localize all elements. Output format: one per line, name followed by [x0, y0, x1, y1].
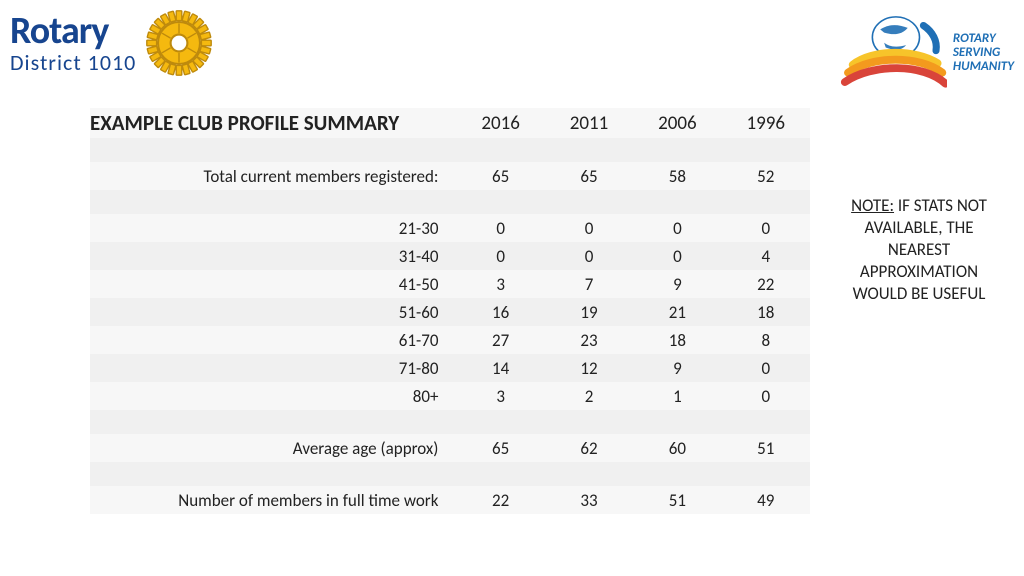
cell: 33 [545, 486, 633, 514]
table-row: Total current members registered: 65 65 … [90, 162, 810, 190]
serving-line3: HUMANITY [953, 60, 1014, 74]
table-row: Number of members in full time work 22 3… [90, 486, 810, 514]
table-row: 21-30 0 0 0 0 [90, 214, 810, 242]
table-row: 80+ 3 2 1 0 [90, 382, 810, 410]
rotary-wheel-icon [144, 8, 214, 78]
cell: 0 [633, 242, 721, 270]
row-label: 21-30 [90, 214, 456, 242]
table-row: 51-60 16 19 21 18 [90, 298, 810, 326]
serving-text: ROTARY SERVING HUMANITY [953, 32, 1014, 75]
row-label: Total current members registered: [90, 162, 456, 190]
row-label: 51-60 [90, 298, 456, 326]
cell: 1 [633, 382, 721, 410]
profile-table: EXAMPLE CLUB PROFILE SUMMARY 2016 2011 2… [90, 108, 810, 514]
logo-right: ROTARY SERVING HUMANITY [837, 8, 1014, 98]
row-label: 41-50 [90, 270, 456, 298]
cell: 19 [545, 298, 633, 326]
spacer [90, 410, 810, 434]
cell: 0 [722, 214, 810, 242]
cell: 7 [545, 270, 633, 298]
cell: 51 [633, 486, 721, 514]
cell: 0 [722, 382, 810, 410]
table-row: 71-80 14 12 9 0 [90, 354, 810, 382]
serving-line2: SERVING [953, 46, 1014, 60]
table-title: EXAMPLE CLUB PROFILE SUMMARY [90, 108, 456, 138]
table-row: 41-50 3 7 9 22 [90, 270, 810, 298]
cell: 23 [545, 326, 633, 354]
cell: 58 [633, 162, 721, 190]
cell: 9 [633, 354, 721, 382]
cell: 0 [633, 214, 721, 242]
cell: 16 [456, 298, 544, 326]
table-row: Average age (approx) 65 62 60 51 [90, 434, 810, 462]
table-row: 61-70 27 23 18 8 [90, 326, 810, 354]
cell: 65 [545, 162, 633, 190]
cell: 12 [545, 354, 633, 382]
cell: 0 [545, 214, 633, 242]
cell: 14 [456, 354, 544, 382]
cell: 18 [722, 298, 810, 326]
cell: 0 [545, 242, 633, 270]
cell: 0 [456, 214, 544, 242]
cell: 2 [545, 382, 633, 410]
cell: 65 [456, 434, 544, 462]
table-row: 31-40 0 0 0 4 [90, 242, 810, 270]
brand-text: Rotary District 1010 [10, 12, 136, 74]
row-label: Number of members in full time work [90, 486, 456, 514]
year-col-3: 1996 [722, 108, 810, 138]
cell: 4 [722, 242, 810, 270]
cell: 21 [633, 298, 721, 326]
row-label: Average age (approx) [90, 434, 456, 462]
cell: 51 [722, 434, 810, 462]
table: EXAMPLE CLUB PROFILE SUMMARY 2016 2011 2… [90, 108, 810, 514]
title-row: EXAMPLE CLUB PROFILE SUMMARY 2016 2011 2… [90, 108, 810, 138]
year-col-2: 2006 [633, 108, 721, 138]
cell: 22 [722, 270, 810, 298]
cell: 65 [456, 162, 544, 190]
year-col-0: 2016 [456, 108, 544, 138]
cell: 18 [633, 326, 721, 354]
cell: 22 [456, 486, 544, 514]
cell: 8 [722, 326, 810, 354]
cell: 3 [456, 270, 544, 298]
header: Rotary District 1010 [10, 8, 1014, 103]
year-col-1: 2011 [545, 108, 633, 138]
cell: 3 [456, 382, 544, 410]
cell: 52 [722, 162, 810, 190]
note-text: NOTE: IF STATS NOT AVAILABLE, THE NEARES… [844, 195, 994, 305]
spacer [90, 138, 810, 162]
cell: 0 [722, 354, 810, 382]
note-underlined: NOTE: [851, 195, 894, 216]
row-label: 80+ [90, 382, 456, 410]
logo-left: Rotary District 1010 [10, 8, 214, 78]
row-label: 71-80 [90, 354, 456, 382]
cell: 27 [456, 326, 544, 354]
cell: 49 [722, 486, 810, 514]
cell: 62 [545, 434, 633, 462]
cell: 0 [456, 242, 544, 270]
row-label: 61-70 [90, 326, 456, 354]
globe-swirl-icon [837, 8, 947, 98]
cell: 9 [633, 270, 721, 298]
serving-line1: ROTARY [953, 32, 1014, 46]
spacer [90, 462, 810, 486]
row-label: 31-40 [90, 242, 456, 270]
cell: 60 [633, 434, 721, 462]
brand-sub: District 1010 [10, 52, 136, 74]
spacer [90, 190, 810, 214]
brand-main: Rotary [10, 12, 136, 50]
